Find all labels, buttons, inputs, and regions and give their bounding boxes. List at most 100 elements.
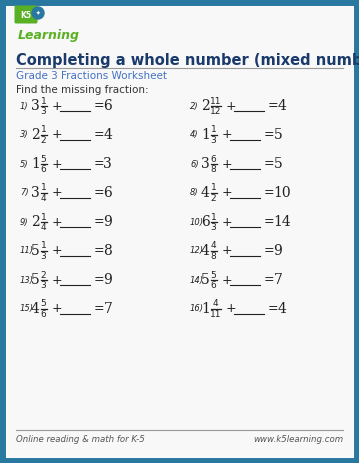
Text: +: + — [222, 244, 232, 257]
Text: 5: 5 — [31, 244, 40, 258]
FancyBboxPatch shape — [14, 6, 37, 24]
Text: 3: 3 — [41, 281, 46, 290]
Text: 8: 8 — [211, 252, 216, 261]
Text: 14): 14) — [190, 275, 204, 284]
Text: 2: 2 — [41, 270, 46, 280]
Text: 6: 6 — [211, 155, 216, 163]
Text: 2: 2 — [31, 128, 40, 142]
Text: 5: 5 — [211, 270, 216, 280]
Text: 7: 7 — [103, 302, 112, 316]
Text: 4): 4) — [190, 131, 199, 139]
Text: www.k5learning.com: www.k5learning.com — [253, 435, 343, 444]
Text: 6: 6 — [201, 215, 210, 229]
Circle shape — [32, 7, 44, 19]
Text: 4: 4 — [31, 302, 40, 316]
Text: Grade 3 Fractions Worksheet: Grade 3 Fractions Worksheet — [16, 71, 167, 81]
Text: =: = — [264, 157, 274, 170]
Text: +: + — [51, 129, 62, 142]
Text: 1: 1 — [201, 128, 210, 142]
Text: ✦: ✦ — [36, 11, 40, 15]
Text: +: + — [222, 157, 232, 170]
Text: =: = — [264, 129, 274, 142]
Text: 14: 14 — [274, 215, 291, 229]
Text: =: = — [267, 100, 278, 113]
Text: 5: 5 — [274, 128, 282, 142]
Text: +: + — [222, 129, 232, 142]
Text: 2: 2 — [201, 99, 210, 113]
Text: 1: 1 — [211, 125, 216, 134]
Text: 4: 4 — [201, 186, 210, 200]
Text: 9: 9 — [103, 273, 112, 287]
Text: 3: 3 — [31, 186, 40, 200]
Text: 5: 5 — [31, 273, 40, 287]
Text: 5: 5 — [41, 300, 46, 308]
Text: 1: 1 — [41, 242, 46, 250]
Text: 7): 7) — [20, 188, 29, 198]
Text: 1: 1 — [41, 213, 46, 221]
Text: +: + — [51, 215, 62, 229]
Text: 11): 11) — [20, 246, 34, 256]
Text: 6): 6) — [190, 159, 199, 169]
Text: 1: 1 — [201, 302, 210, 316]
Text: 3): 3) — [20, 131, 29, 139]
Text: 8: 8 — [211, 165, 216, 174]
Text: 1: 1 — [31, 157, 40, 171]
Text: +: + — [225, 302, 236, 315]
Text: 2): 2) — [190, 101, 199, 111]
Text: Completing a whole number (mixed numbers): Completing a whole number (mixed numbers… — [16, 53, 359, 68]
Text: 2: 2 — [31, 215, 40, 229]
Text: =: = — [93, 157, 104, 170]
Text: 2: 2 — [41, 136, 46, 145]
Text: 6: 6 — [103, 186, 112, 200]
Text: =: = — [93, 187, 104, 200]
Text: Find the missing fraction:: Find the missing fraction: — [16, 85, 149, 95]
Text: K5: K5 — [20, 11, 32, 19]
Text: 4: 4 — [278, 302, 286, 316]
Text: +: + — [222, 215, 232, 229]
Text: 9: 9 — [274, 244, 282, 258]
Text: 4: 4 — [103, 128, 112, 142]
Text: 5: 5 — [201, 273, 210, 287]
Text: +: + — [51, 274, 62, 287]
Text: +: + — [51, 157, 62, 170]
Text: 1: 1 — [41, 96, 46, 106]
Text: 15): 15) — [20, 305, 34, 313]
Text: Learning: Learning — [18, 29, 80, 42]
Text: =: = — [93, 302, 104, 315]
Text: 3: 3 — [201, 157, 210, 171]
Text: 6: 6 — [103, 99, 112, 113]
Text: 10): 10) — [190, 218, 204, 226]
Text: =: = — [264, 274, 274, 287]
Text: 9: 9 — [103, 215, 112, 229]
Text: 1): 1) — [20, 101, 29, 111]
Text: +: + — [51, 302, 62, 315]
Text: 12): 12) — [190, 246, 204, 256]
Text: 10: 10 — [274, 186, 291, 200]
Text: 6: 6 — [41, 310, 46, 319]
Text: 11: 11 — [210, 310, 221, 319]
Text: 6: 6 — [41, 165, 46, 174]
Text: +: + — [51, 244, 62, 257]
Text: +: + — [222, 274, 232, 287]
Text: 4: 4 — [41, 194, 46, 203]
Text: 6: 6 — [211, 281, 216, 290]
Text: 9): 9) — [20, 218, 29, 226]
Text: 3: 3 — [211, 223, 216, 232]
Text: =: = — [93, 244, 104, 257]
Text: 4: 4 — [41, 223, 46, 232]
Text: +: + — [222, 187, 232, 200]
Text: 3: 3 — [41, 252, 46, 261]
Text: 8: 8 — [103, 244, 112, 258]
Text: =: = — [93, 100, 104, 113]
Text: 16): 16) — [190, 305, 204, 313]
Text: 12: 12 — [210, 107, 221, 116]
Text: 4: 4 — [278, 99, 286, 113]
Text: 2: 2 — [211, 194, 216, 203]
Text: =: = — [267, 302, 278, 315]
Text: 1: 1 — [211, 213, 216, 221]
Text: 4: 4 — [213, 300, 218, 308]
Text: 5): 5) — [20, 159, 29, 169]
Text: 11: 11 — [210, 96, 221, 106]
Text: 1: 1 — [41, 125, 46, 134]
Text: =: = — [264, 187, 274, 200]
